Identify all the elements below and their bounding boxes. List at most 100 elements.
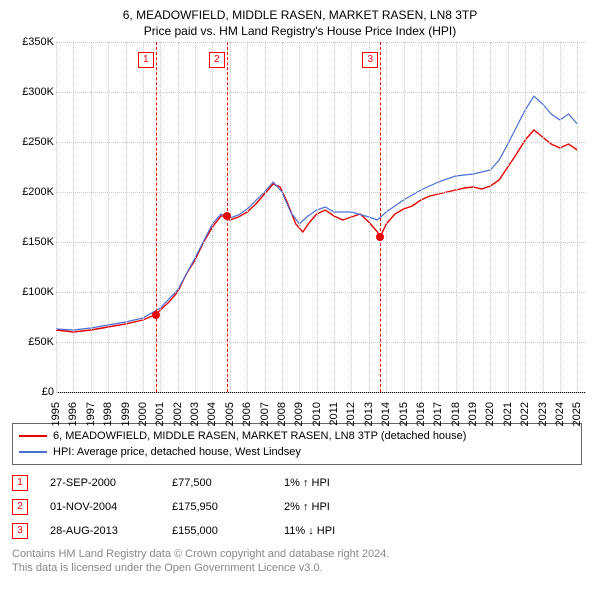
x-tick-label: 1997 xyxy=(85,402,97,426)
x-tick-label: 2024 xyxy=(554,402,566,426)
x-tick-label: 1998 xyxy=(102,402,114,426)
event-row: 1 27-SEP-2000 £77,500 1% ↑ HPI xyxy=(12,475,588,491)
x-tick-label: 2007 xyxy=(259,402,271,426)
event-row-number: 2 xyxy=(12,499,28,515)
x-tick-label: 2003 xyxy=(189,402,201,426)
y-gridline xyxy=(56,192,586,193)
x-tick-label: 2014 xyxy=(380,402,392,426)
event-line xyxy=(156,42,157,392)
x-tick-label: 2005 xyxy=(224,402,236,426)
attribution-line-1: Contains HM Land Registry data © Crown c… xyxy=(12,547,588,561)
x-tick-label: 2019 xyxy=(467,402,479,426)
event-row-pct: 11% ↓ HPI xyxy=(284,525,374,537)
x-gridline xyxy=(508,42,509,392)
x-gridline xyxy=(525,42,526,392)
x-gridline xyxy=(473,42,474,392)
x-tick-label: 2004 xyxy=(206,402,218,426)
event-row-date: 01-NOV-2004 xyxy=(50,501,150,513)
x-tick-label: 2016 xyxy=(415,402,427,426)
y-tick-label: £150K xyxy=(14,236,54,248)
x-gridline xyxy=(421,42,422,392)
event-table: 1 27-SEP-2000 £77,500 1% ↑ HPI 2 01-NOV-2004 £… xyxy=(12,475,588,539)
y-gridline xyxy=(56,142,586,143)
legend-row: HPI: Average price, detached house, West… xyxy=(19,444,575,460)
x-tick-label: 2017 xyxy=(432,402,444,426)
y-gridline xyxy=(56,342,586,343)
chart-title: 6, MEADOWFIELD, MIDDLE RASEN, MARKET RAS… xyxy=(12,8,588,22)
x-gridline xyxy=(195,42,196,392)
x-gridline xyxy=(351,42,352,392)
x-tick-label: 1995 xyxy=(50,402,62,426)
x-gridline xyxy=(265,42,266,392)
chart-subtitle: Price paid vs. HM Land Registry's House … xyxy=(12,24,588,38)
x-tick-label: 2022 xyxy=(519,402,531,426)
event-row: 2 01-NOV-2004 £175,950 2% ↑ HPI xyxy=(12,499,588,515)
event-number-box: 1 xyxy=(138,52,154,68)
event-row-price: £155,000 xyxy=(172,525,262,537)
y-gridline xyxy=(56,42,586,43)
event-row-pct: 2% ↑ HPI xyxy=(284,501,374,513)
x-gridline xyxy=(108,42,109,392)
x-tick-label: 2001 xyxy=(154,402,166,426)
x-gridline xyxy=(247,42,248,392)
attribution-text: Contains HM Land Registry data © Crown c… xyxy=(12,547,588,576)
x-tick-label: 2013 xyxy=(363,402,375,426)
y-gridline xyxy=(56,242,586,243)
event-row-price: £77,500 xyxy=(172,477,262,489)
x-gridline xyxy=(386,42,387,392)
x-tick-label: 2012 xyxy=(345,402,357,426)
event-row-price: £175,950 xyxy=(172,501,262,513)
x-tick-label: 1999 xyxy=(120,402,132,426)
series-svg xyxy=(56,42,586,392)
legend-label: HPI: Average price, detached house, West… xyxy=(53,446,301,458)
x-tick-label: 2002 xyxy=(172,402,184,426)
y-gridline xyxy=(56,292,586,293)
y-tick-label: £250K xyxy=(14,136,54,148)
legend-swatch xyxy=(19,435,47,437)
x-gridline xyxy=(73,42,74,392)
x-tick-label: 2018 xyxy=(450,402,462,426)
event-marker xyxy=(223,212,231,220)
event-marker xyxy=(376,233,384,241)
x-gridline xyxy=(404,42,405,392)
x-tick-label: 2020 xyxy=(484,402,496,426)
x-gridline xyxy=(560,42,561,392)
x-gridline xyxy=(212,42,213,392)
event-line xyxy=(380,42,381,392)
attribution-line-2: This data is licensed under the Open Gov… xyxy=(12,561,588,575)
event-row-number: 1 xyxy=(12,475,28,491)
x-tick-label: 2009 xyxy=(293,402,305,426)
x-tick-label: 2010 xyxy=(311,402,323,426)
x-gridline xyxy=(577,42,578,392)
legend-row: 6, MEADOWFIELD, MIDDLE RASEN, MARKET RAS… xyxy=(19,428,575,444)
x-tick-label: 2015 xyxy=(398,402,410,426)
x-gridline xyxy=(334,42,335,392)
y-tick-label: £200K xyxy=(14,186,54,198)
y-tick-label: £300K xyxy=(14,86,54,98)
x-gridline xyxy=(91,42,92,392)
x-tick-label: 2000 xyxy=(137,402,149,426)
y-tick-label: £100K xyxy=(14,286,54,298)
x-tick-label: 2008 xyxy=(276,402,288,426)
x-gridline xyxy=(126,42,127,392)
chart-container: 123 £0£50K£100K£150K£200K£250K£300K£350K… xyxy=(12,42,588,417)
event-number-box: 3 xyxy=(362,52,378,68)
y-tick-label: £350K xyxy=(14,36,54,48)
x-gridline xyxy=(160,42,161,392)
x-tick-label: 2021 xyxy=(502,402,514,426)
event-row: 328-AUG-2013£155,00011% ↓ HPI xyxy=(12,523,588,539)
y-tick-label: £50K xyxy=(14,336,54,348)
x-gridline xyxy=(178,42,179,392)
x-gridline xyxy=(369,42,370,392)
plot-area: 123 xyxy=(56,42,586,393)
x-tick-label: 2011 xyxy=(328,402,340,426)
x-tick-label: 1996 xyxy=(67,402,79,426)
event-row-date: 27-SEP-2000 xyxy=(50,477,150,489)
event-row-pct: 1% ↑ HPI xyxy=(284,477,374,489)
x-tick-label: 2023 xyxy=(537,402,549,426)
x-gridline xyxy=(490,42,491,392)
x-gridline xyxy=(456,42,457,392)
x-gridline xyxy=(543,42,544,392)
legend-swatch xyxy=(19,451,47,453)
x-gridline xyxy=(282,42,283,392)
